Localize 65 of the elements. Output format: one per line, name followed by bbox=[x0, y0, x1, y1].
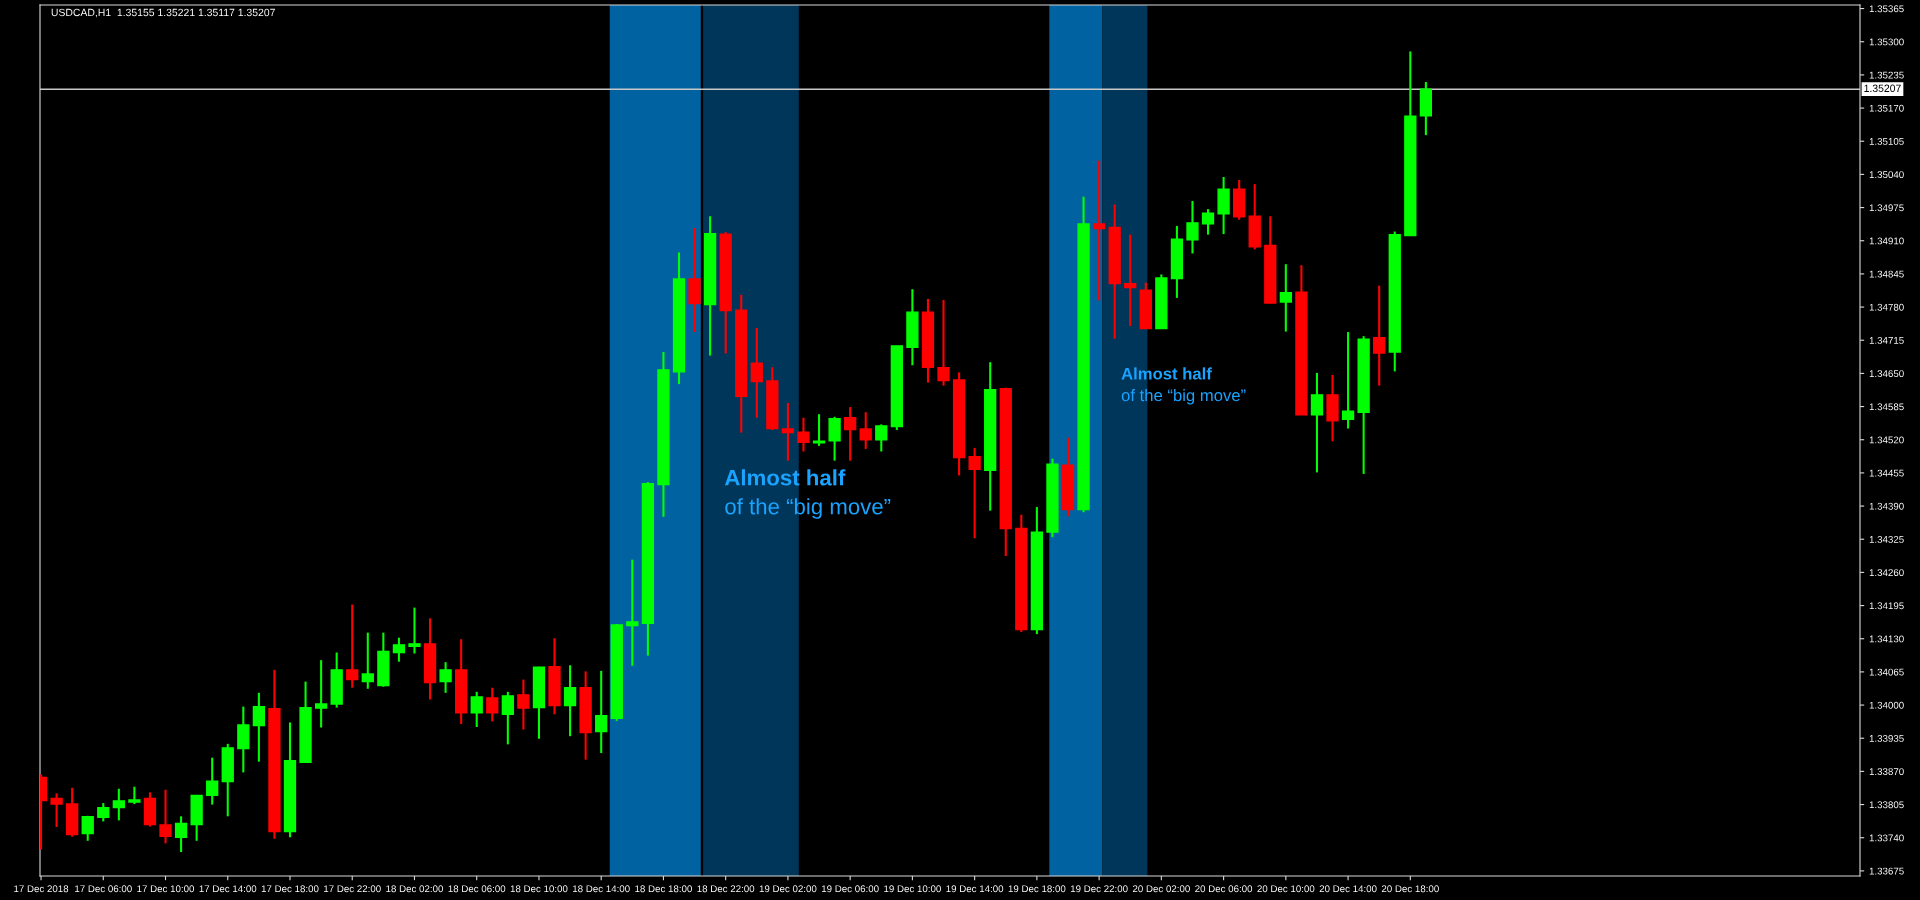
y-tick-label: 1.35235 bbox=[1869, 71, 1904, 79]
chart-title: USDCAD,H1 1.35155 1.35221 1.35117 1.35207 bbox=[51, 8, 275, 18]
x-tick-label: 20 Dec 02:00 bbox=[1132, 885, 1190, 893]
y-tick-label: 1.33740 bbox=[1869, 834, 1904, 842]
x-tick-label: 18 Dec 18:00 bbox=[635, 885, 692, 893]
x-tick-label: 18 Dec 22:00 bbox=[697, 885, 755, 893]
candlestick bbox=[314, 659, 328, 729]
x-tick-label: 18 Dec 06:00 bbox=[448, 885, 506, 893]
x-tick-label: 19 Dec 02:00 bbox=[759, 885, 817, 893]
x-tick-label: 18 Dec 14:00 bbox=[573, 885, 630, 893]
ref-line-label: 1.35207 bbox=[1864, 84, 1901, 92]
candlestick bbox=[1077, 195, 1090, 514]
x-tick-label: 18 Dec 10:00 bbox=[510, 885, 568, 893]
y-tick-label: 1.33675 bbox=[1869, 867, 1904, 875]
y-tick-label: 1.34325 bbox=[1869, 535, 1904, 543]
x-tick-label: 17 Dec 22:00 bbox=[324, 885, 381, 893]
y-tick-label: 1.34910 bbox=[1869, 237, 1904, 245]
y-tick-label: 1.35170 bbox=[1869, 104, 1904, 112]
candlestick bbox=[128, 785, 141, 806]
y-tick-label: 1.34585 bbox=[1869, 403, 1904, 411]
x-tick-label: 20 Dec 10:00 bbox=[1257, 885, 1315, 893]
x-tick-label: 17 Dec 06:00 bbox=[75, 885, 132, 893]
y-tick-label: 1.34845 bbox=[1869, 270, 1904, 278]
x-tick-label: 17 Dec 10:00 bbox=[137, 885, 195, 893]
x-tick-label: 20 Dec 14:00 bbox=[1319, 885, 1377, 893]
y-tick-label: 1.34390 bbox=[1869, 502, 1904, 510]
x-tick-label: 19 Dec 06:00 bbox=[821, 885, 879, 893]
y-tick-label: 1.35105 bbox=[1869, 137, 1904, 145]
x-tick-label: 17 Dec 18:00 bbox=[261, 885, 319, 893]
y-tick-label: 1.34975 bbox=[1869, 204, 1904, 212]
y-tick-label: 1.33805 bbox=[1869, 801, 1904, 809]
x-tick-label: 17 Dec 2018 bbox=[14, 885, 69, 893]
x-tick-label: 20 Dec 06:00 bbox=[1195, 885, 1253, 893]
x-tick-label: 17 Dec 14:00 bbox=[199, 885, 257, 893]
y-tick-label: 1.34260 bbox=[1869, 569, 1904, 577]
candlestick bbox=[968, 446, 981, 540]
candlestick bbox=[657, 350, 670, 518]
x-tick-label: 18 Dec 02:00 bbox=[386, 885, 444, 893]
y-tick-label: 1.34065 bbox=[1869, 668, 1904, 676]
candlestick bbox=[906, 288, 919, 367]
y-tick-label: 1.33870 bbox=[1869, 768, 1904, 776]
candlestick bbox=[299, 680, 312, 764]
x-tick-label: 19 Dec 22:00 bbox=[1070, 885, 1128, 893]
y-tick-label: 1.34130 bbox=[1869, 635, 1904, 643]
y-tick-label: 1.33935 bbox=[1869, 734, 1904, 742]
annotation: Almost half of the “big move” bbox=[724, 469, 891, 519]
x-tick-label: 19 Dec 18:00 bbox=[1008, 885, 1066, 893]
y-tick-label: 1.34780 bbox=[1869, 303, 1904, 311]
y-tick-label: 1.34195 bbox=[1869, 602, 1904, 610]
y-tick-label: 1.34715 bbox=[1869, 336, 1904, 344]
x-tick-label: 19 Dec 10:00 bbox=[884, 885, 941, 893]
candlestick bbox=[439, 661, 452, 694]
y-tick-label: 1.35365 bbox=[1869, 5, 1904, 13]
y-tick-label: 1.34000 bbox=[1869, 701, 1904, 709]
candlestick bbox=[517, 678, 530, 731]
x-tick-label: 19 Dec 14:00 bbox=[946, 885, 1004, 893]
y-tick-label: 1.35040 bbox=[1869, 171, 1904, 179]
y-tick-label: 1.34520 bbox=[1869, 436, 1904, 444]
y-tick-label: 1.35300 bbox=[1869, 38, 1904, 46]
x-tick-label: 20 Dec 18:00 bbox=[1381, 885, 1439, 893]
candlestick bbox=[50, 792, 63, 829]
annotation: Almost half of the “big move” bbox=[1121, 367, 1246, 405]
candlestick bbox=[688, 226, 701, 334]
y-tick-label: 1.34455 bbox=[1869, 469, 1904, 477]
y-tick-label: 1.34650 bbox=[1869, 370, 1904, 378]
